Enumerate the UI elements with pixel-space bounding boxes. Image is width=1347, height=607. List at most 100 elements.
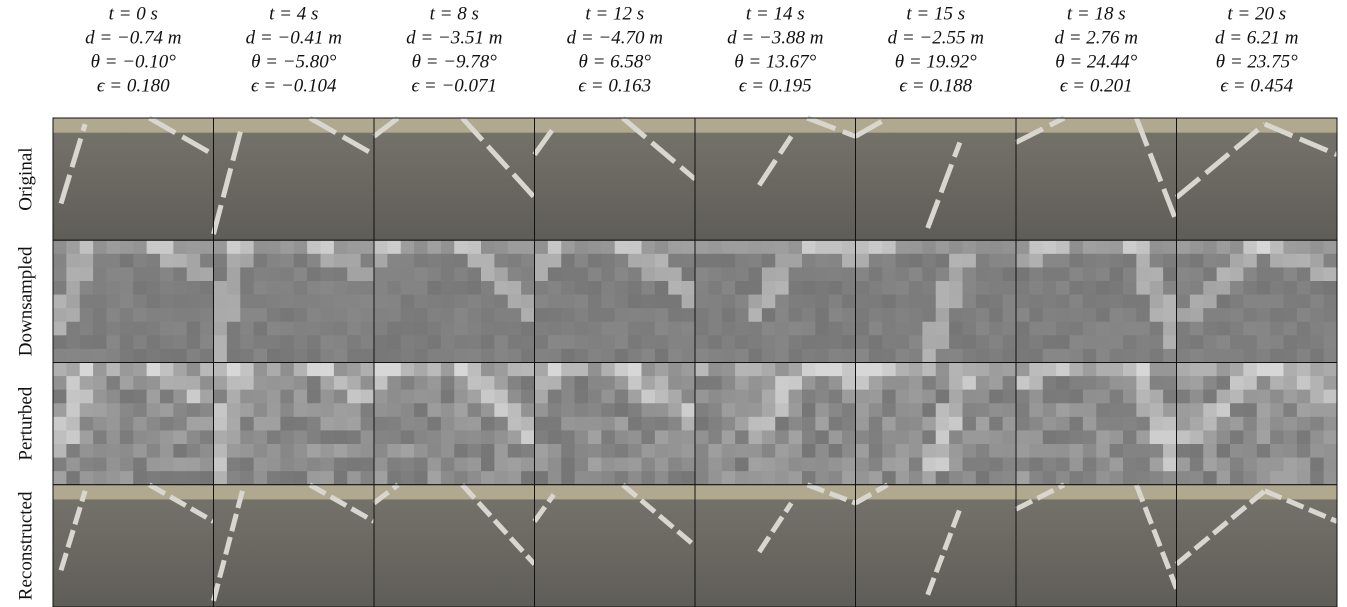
pixel-block [695, 458, 709, 472]
pixel-block [561, 390, 575, 404]
pixel-block [1230, 403, 1244, 417]
pixel-block [789, 240, 803, 254]
pixel-block [1150, 349, 1164, 363]
pixel-block [254, 349, 268, 363]
pixel-block [735, 308, 749, 322]
pixel-block [722, 308, 736, 322]
pixel-block [856, 267, 870, 281]
pixel-block [481, 376, 495, 390]
pixel-block [468, 322, 482, 336]
pixel-block [949, 281, 963, 295]
pixel-block [414, 295, 428, 309]
pixel-block [922, 403, 936, 417]
pixel-block [307, 240, 321, 254]
pixel-block [1177, 458, 1191, 472]
pixel-block [1043, 308, 1057, 322]
pixel-block [976, 403, 990, 417]
pixel-block [1243, 335, 1257, 349]
pixel-block [454, 308, 468, 322]
pixel-block [1110, 458, 1124, 472]
pixel-block [1310, 335, 1324, 349]
pixel-block [695, 471, 709, 485]
pixel-block [575, 363, 589, 377]
pixel-block [1163, 403, 1177, 417]
pixel-block [1029, 281, 1043, 295]
pixel-block [374, 471, 388, 485]
pixel-block [628, 267, 642, 281]
pixel-block [708, 403, 722, 417]
pixel-block [949, 295, 963, 309]
pixel-block [508, 254, 522, 268]
pixel-block [601, 417, 615, 431]
pixel-block [642, 295, 656, 309]
pixel-block [53, 308, 67, 322]
pixel-block [214, 322, 228, 336]
pixel-block [307, 308, 321, 322]
pixel-block [93, 240, 107, 254]
pixel-block [1177, 240, 1191, 254]
pixel-block [147, 349, 161, 363]
pixel-block [668, 322, 682, 336]
pixel-block [294, 403, 308, 417]
pixel-block [869, 335, 883, 349]
pixel-block [187, 308, 201, 322]
pixel-block [882, 376, 896, 390]
pixel-block [869, 458, 883, 472]
pixel-block [588, 390, 602, 404]
pixel-block [93, 281, 107, 295]
pixel-block [856, 322, 870, 336]
pixel-block [187, 458, 201, 472]
pixel-block [1110, 417, 1124, 431]
pixel-block [1190, 363, 1204, 377]
pixel-block [1177, 430, 1191, 444]
pixel-block [1029, 240, 1043, 254]
pixel-block [147, 281, 161, 295]
pixel-block [1083, 430, 1097, 444]
pixel-block [869, 267, 883, 281]
pixel-block [789, 417, 803, 431]
pixel-block [869, 308, 883, 322]
pixel-block [989, 458, 1003, 472]
pixel-block [922, 281, 936, 295]
pixel-block [494, 295, 508, 309]
pixel-block [601, 295, 615, 309]
pixel-block [842, 254, 856, 268]
pixel-block [1284, 322, 1298, 336]
pixel-block [361, 349, 375, 363]
pixel-block [1096, 376, 1110, 390]
pixel-block [1110, 376, 1124, 390]
pixel-block [1056, 281, 1070, 295]
pixel-block [1123, 322, 1137, 336]
pixel-block [869, 417, 883, 431]
pixel-block [508, 417, 522, 431]
column-header: θ = 13.67° [734, 51, 816, 72]
pixel-block [976, 417, 990, 431]
pixel-block [1123, 444, 1137, 458]
pixel-block [708, 281, 722, 295]
pixel-block [428, 363, 442, 377]
pixel-block [227, 281, 241, 295]
pixel-block [1163, 322, 1177, 336]
pixel-block [829, 417, 843, 431]
pixel-block [1203, 376, 1217, 390]
pixel-block [1257, 417, 1271, 431]
pixel-block [775, 281, 789, 295]
pixel-block [1150, 281, 1164, 295]
pixel-block [615, 417, 629, 431]
pixel-block [588, 363, 602, 377]
pixel-block [749, 254, 763, 268]
pixel-block [147, 403, 161, 417]
pixel-block [722, 349, 736, 363]
pixel-block [187, 240, 201, 254]
pixel-block [695, 308, 709, 322]
pixel-block [789, 444, 803, 458]
pixel-block [1310, 376, 1324, 390]
pixel-block [601, 403, 615, 417]
column-header: θ = −0.10° [91, 51, 177, 72]
pixel-block [1190, 240, 1204, 254]
pixel-block [1163, 444, 1177, 458]
pixel-block [214, 430, 228, 444]
pixel-block [856, 349, 870, 363]
pixel-block [789, 363, 803, 377]
image-tile [1016, 363, 1177, 486]
